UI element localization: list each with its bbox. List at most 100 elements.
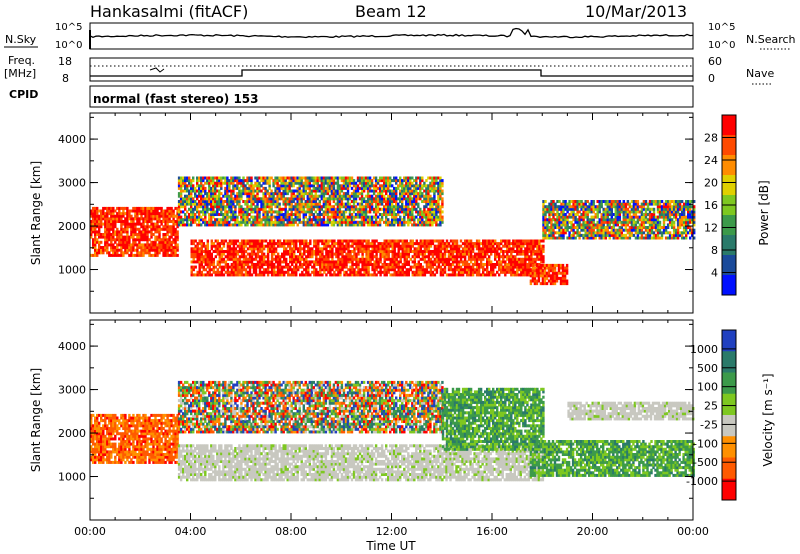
heatmap-cell: [403, 186, 406, 190]
heatmap-cell: [471, 255, 475, 259]
heatmap-cell: [378, 189, 382, 193]
heatmap-cell: [375, 273, 378, 277]
heatmap-cell: [276, 273, 280, 277]
heatmap-cell: [218, 189, 221, 193]
heatmap-cell: [312, 194, 316, 198]
heatmap-cell: [216, 260, 220, 264]
heatmap-cell: [336, 189, 340, 193]
heatmap-cell: [520, 239, 523, 243]
heatmap-cell: [126, 225, 129, 229]
heatmap-cell: [136, 220, 139, 224]
heatmap-cell: [240, 179, 243, 183]
heatmap-cell: [356, 220, 360, 224]
heatmap-cell: [210, 218, 213, 222]
heatmap-cell: [174, 240, 177, 244]
heatmap-cell: [318, 218, 322, 222]
heatmap-cell: [208, 257, 212, 261]
heatmap-cell: [286, 197, 289, 201]
heatmap-cell: [305, 257, 308, 261]
heatmap-cell: [120, 235, 123, 239]
heatmap-cell: [310, 205, 314, 209]
heatmap-cell: [208, 215, 211, 219]
heatmap-cell: [218, 192, 221, 196]
heatmap-cell: [218, 255, 222, 259]
heatmap-cell: [310, 176, 314, 180]
heatmap-cell: [530, 250, 533, 254]
heatmap-cell: [250, 181, 253, 185]
heatmap-cell: [496, 255, 499, 259]
heatmap-cell: [534, 252, 537, 256]
heatmap-cell: [348, 202, 352, 206]
heatmap-cell: [325, 260, 328, 264]
heatmap-cell: [433, 184, 436, 188]
heatmap-cell: [336, 215, 340, 219]
heatmap-cell: [439, 242, 443, 246]
heatmap-cell: [206, 210, 209, 214]
heatmap-cell: [166, 225, 169, 229]
heatmap-cell: [278, 202, 281, 206]
heatmap-cell: [376, 202, 380, 206]
heatmap-cell: [330, 186, 334, 190]
heatmap-cell: [405, 257, 409, 261]
heatmap-cell: [176, 235, 179, 239]
heatmap-cell: [200, 247, 204, 251]
heatmap-cell: [176, 248, 179, 252]
heatmap-cell: [210, 194, 213, 198]
heatmap-cell: [172, 222, 175, 226]
heatmap-cell: [208, 192, 211, 196]
heatmap-cell: [354, 181, 358, 185]
heatmap-cell: [222, 273, 226, 277]
heatmap-cell: [399, 220, 402, 224]
heatmap-cell: [353, 270, 356, 274]
heatmap-cell: [208, 200, 211, 204]
heatmap-cell: [244, 242, 248, 246]
heatmap-cell: [220, 181, 223, 185]
heatmap-cell: [278, 192, 281, 196]
heatmap-cell: [417, 192, 420, 196]
heatmap-cell: [224, 239, 228, 243]
heatmap-cell: [550, 218, 553, 222]
heatmap-cell: [325, 242, 328, 246]
heatmap-cell: [242, 218, 245, 222]
heatmap-cell: [146, 206, 149, 210]
heatmap-cell: [520, 260, 523, 264]
heatmap-cell: [397, 242, 400, 246]
heatmap-cell: [322, 181, 326, 185]
heatmap-cell: [360, 181, 364, 185]
heatmap-cell: [260, 207, 263, 211]
heatmap-cell: [234, 260, 238, 264]
heatmap-cell: [296, 205, 299, 209]
heatmap-cell: [374, 210, 378, 214]
heatmap-cell: [337, 260, 340, 264]
heatmap-cell: [338, 184, 342, 188]
heatmap-cell: [387, 244, 390, 248]
heatmap-cell: [339, 244, 342, 248]
heatmap-cell: [413, 205, 416, 209]
heatmap-cell: [90, 253, 93, 257]
heatmap-cell: [323, 270, 326, 274]
heatmap-cell: [370, 220, 374, 224]
heatmap-cell: [389, 250, 392, 254]
heatmap-cell: [94, 248, 97, 252]
heatmap-cell: [439, 189, 442, 193]
heatmap-cell: [210, 255, 214, 259]
heatmap-cell: [407, 250, 411, 254]
heatmap-cell: [387, 176, 390, 180]
heatmap-cell: [417, 255, 421, 259]
heatmap-cell: [435, 257, 439, 261]
heatmap-cell: [407, 197, 410, 201]
heatmap-cell: [344, 192, 348, 196]
heatmap-cell: [357, 247, 360, 251]
heatmap-cell: [345, 265, 348, 269]
heatmap-cell: [393, 244, 396, 248]
heatmap-cell: [364, 181, 368, 185]
heatmap-cell: [379, 265, 382, 269]
heatmap-cell: [286, 176, 289, 180]
heatmap-cell: [258, 197, 261, 201]
heatmap-cell: [312, 197, 316, 201]
heatmap-cell: [431, 265, 435, 269]
heatmap-cell: [138, 212, 141, 216]
heatmap-cell: [94, 243, 97, 247]
heatmap-cell: [399, 268, 402, 272]
heatmap-cell: [238, 179, 241, 183]
